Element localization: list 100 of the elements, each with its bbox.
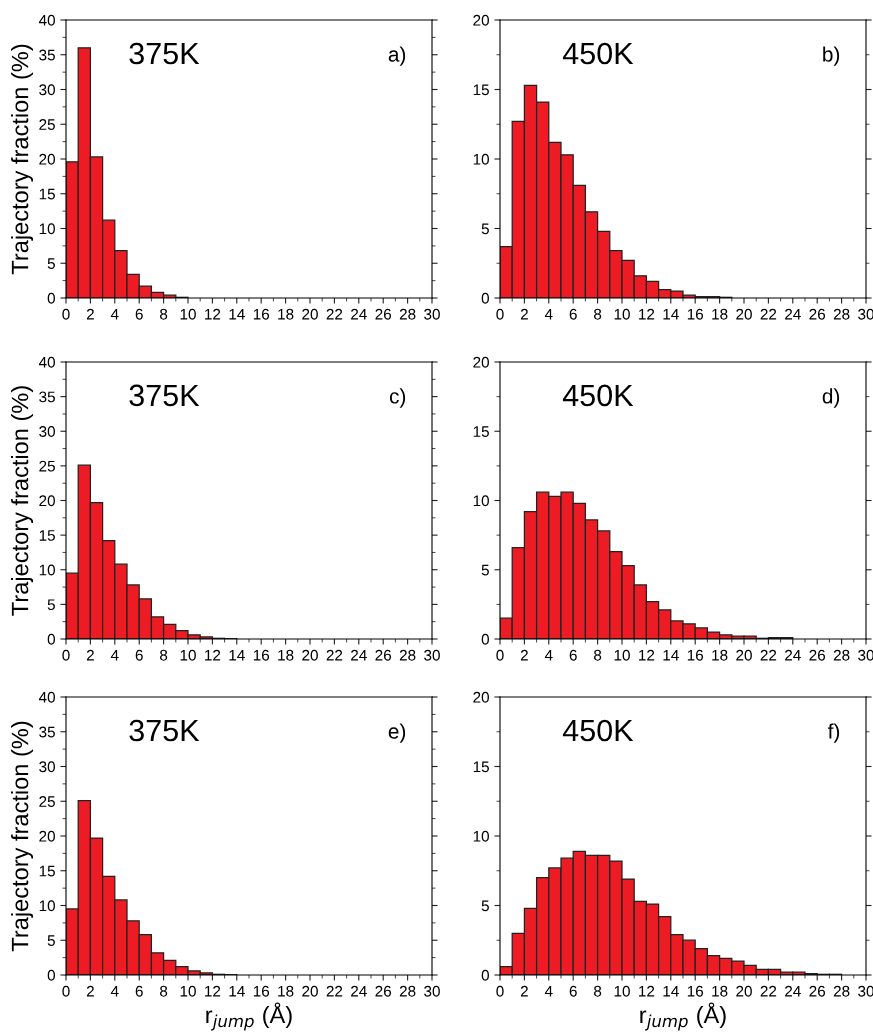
y-tick-label: 5 xyxy=(47,258,55,269)
annotation: e) xyxy=(388,723,406,743)
x-tick-label: 6 xyxy=(569,649,577,661)
x-axis-title: r$_{jump}$ (Å) xyxy=(640,1002,726,1031)
x-tick-label: 2 xyxy=(520,649,528,661)
annotation: 375K xyxy=(129,42,200,65)
x-tick-label: 10 xyxy=(180,649,196,661)
annotation: 375K xyxy=(129,719,200,742)
x-tick-label: 18 xyxy=(712,649,728,661)
annotation: 375K xyxy=(129,384,200,407)
x-tick-label: 12 xyxy=(639,649,655,661)
y-tick-label: 0 xyxy=(481,633,489,645)
y-tick-label: 10 xyxy=(473,495,489,507)
x-tick-label: 22 xyxy=(760,308,777,320)
x-tick-label: 26 xyxy=(809,649,826,661)
annotation: c) xyxy=(389,388,406,408)
y-axis-title: Trajectory fraction (%) xyxy=(11,721,34,952)
x-tick-label: 0 xyxy=(62,649,70,661)
x-tick-label: 10 xyxy=(180,308,196,320)
x-tick-label: 28 xyxy=(833,649,850,661)
y-tick-label: 10 xyxy=(473,153,489,165)
x-tick-label: 8 xyxy=(594,649,602,661)
y-tick-label: 20 xyxy=(39,830,55,842)
x-axis-title: r$_{jump}$ (Å) xyxy=(206,1002,292,1031)
x-tick-label: 28 xyxy=(399,649,416,661)
x-tick-label: 26 xyxy=(375,985,392,997)
x-tick-label: 6 xyxy=(135,985,143,997)
x-tick-label: 20 xyxy=(302,308,318,320)
x-tick-label: 30 xyxy=(424,649,440,661)
y-tick-label: 20 xyxy=(39,495,55,507)
x-tick-label: 12 xyxy=(205,308,221,320)
y-tick-label: 30 xyxy=(39,426,55,437)
x-tick-label: 10 xyxy=(614,308,630,320)
x-tick-label: 18 xyxy=(278,649,294,661)
x-tick-label: 16 xyxy=(253,649,270,661)
x-tick-label: 24 xyxy=(351,649,367,661)
x-tick-label: 12 xyxy=(205,985,221,997)
y-tick-label: 30 xyxy=(39,84,55,96)
x-tick-label: 28 xyxy=(833,308,850,320)
y-tick-label: 5 xyxy=(47,599,55,611)
x-tick-label: 28 xyxy=(399,308,416,320)
y-tick-label: 15 xyxy=(39,865,55,877)
x-tick-label: 16 xyxy=(687,985,704,997)
y-tick-label: 15 xyxy=(39,530,55,541)
y-tick-label: 40 xyxy=(38,14,55,26)
annotation: 450K xyxy=(562,719,634,742)
y-tick-label: 20 xyxy=(39,153,55,165)
x-tick-label: 4 xyxy=(544,308,553,320)
x-tick-label: 4 xyxy=(544,985,553,997)
x-tick-label: 2 xyxy=(520,985,528,997)
y-tick-label: 5 xyxy=(47,935,55,946)
x-tick-label: 14 xyxy=(229,649,245,661)
x-tick-label: 4 xyxy=(544,649,553,661)
x-tick-label: 20 xyxy=(736,308,752,320)
x-tick-label: 4 xyxy=(110,649,119,661)
x-tick-label: 14 xyxy=(663,985,679,997)
x-tick-label: 16 xyxy=(253,308,270,320)
x-tick-label: 8 xyxy=(594,308,602,320)
x-tick-label: 24 xyxy=(785,985,801,997)
x-tick-label: 18 xyxy=(712,985,728,997)
annotation: a) xyxy=(388,46,406,66)
x-tick-label: 8 xyxy=(160,985,168,997)
x-tick-label: 6 xyxy=(135,308,143,320)
y-tick-label: 0 xyxy=(47,292,55,304)
y-tick-label: 0 xyxy=(47,969,55,981)
x-tick-label: 0 xyxy=(496,308,504,320)
x-tick-label: 20 xyxy=(736,649,752,661)
y-tick-label: 0 xyxy=(47,633,55,645)
x-tick-label: 18 xyxy=(712,308,728,320)
y-tick-label: 40 xyxy=(38,691,55,703)
y-tick-label: 10 xyxy=(39,223,55,235)
x-tick-label: 12 xyxy=(205,649,221,661)
y-tick-label: 20 xyxy=(473,356,489,368)
x-tick-label: 4 xyxy=(110,985,119,997)
x-tick-label: 28 xyxy=(833,985,850,997)
x-tick-label: 24 xyxy=(785,308,801,320)
x-tick-label: 30 xyxy=(424,985,440,997)
x-tick-label: 26 xyxy=(375,308,392,320)
annotation: f) xyxy=(827,723,840,743)
y-axis-title: Trajectory fraction (%) xyxy=(11,44,34,275)
y-tick-label: 15 xyxy=(473,426,489,437)
annotation: 450K xyxy=(562,384,634,407)
x-tick-label: 18 xyxy=(278,308,294,320)
x-tick-label: 30 xyxy=(858,985,873,997)
x-tick-label: 0 xyxy=(62,308,70,320)
x-tick-label: 14 xyxy=(663,649,679,661)
y-tick-label: 35 xyxy=(39,49,55,61)
annotation: b) xyxy=(823,46,840,66)
x-tick-label: 22 xyxy=(760,649,777,661)
x-tick-label: 6 xyxy=(569,985,577,997)
x-tick-label: 8 xyxy=(594,985,602,997)
x-tick-label: 20 xyxy=(302,649,318,661)
y-tick-label: 0 xyxy=(481,292,489,304)
x-tick-label: 26 xyxy=(375,649,392,661)
x-tick-label: 24 xyxy=(785,649,801,661)
x-tick-label: 18 xyxy=(278,985,294,997)
y-tick-label: 0 xyxy=(481,969,489,981)
x-tick-label: 12 xyxy=(639,308,655,320)
x-tick-label: 6 xyxy=(135,649,143,661)
y-tick-label: 25 xyxy=(39,119,55,130)
